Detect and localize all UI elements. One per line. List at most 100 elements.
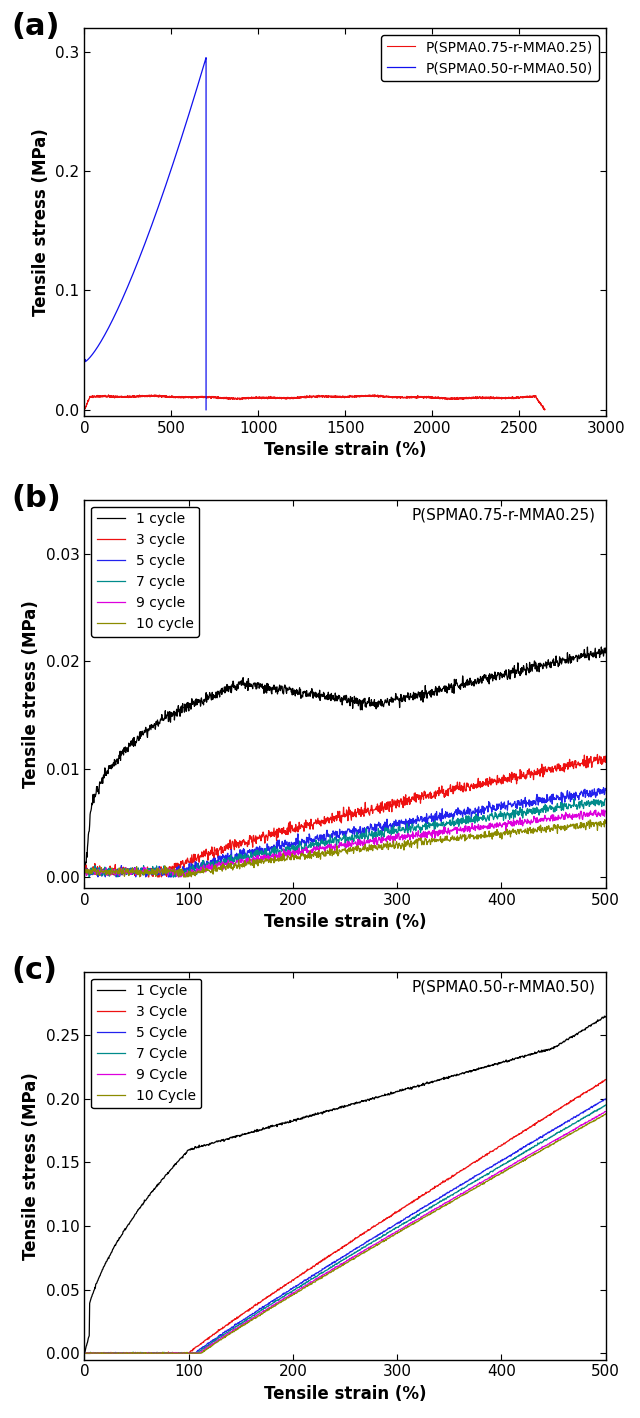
X-axis label: Tensile strain (%): Tensile strain (%) <box>264 1385 426 1402</box>
7 Cycle <box>168 1344 176 1361</box>
9 Cycle <box>150 1344 158 1361</box>
3 Cycle <box>366 1221 374 1238</box>
3 cycle <box>593 746 601 763</box>
7 cycle <box>602 790 609 807</box>
5 cycle <box>600 778 607 795</box>
5 Cycle <box>602 1090 609 1107</box>
Line: 1 Cycle: 1 Cycle <box>84 1017 605 1353</box>
5 Cycle <box>81 1344 88 1361</box>
3 Cycle <box>81 1344 89 1361</box>
7 cycle <box>366 824 374 841</box>
1 Cycle <box>307 1107 314 1124</box>
7 Cycle <box>365 1235 373 1252</box>
9 Cycle <box>366 1239 374 1256</box>
3 Cycle <box>81 1344 88 1361</box>
5 Cycle <box>365 1232 373 1249</box>
P(SPMA0.75-r-MMA0.25) <box>300 389 307 406</box>
1 cycle <box>598 638 605 655</box>
5 cycle <box>94 868 102 885</box>
10 Cycle <box>355 1248 363 1265</box>
P(SPMA0.75-r-MMA0.25) <box>527 389 534 406</box>
X-axis label: Tensile strain (%): Tensile strain (%) <box>264 913 426 932</box>
1 cycle <box>150 718 157 735</box>
Line: 1 cycle: 1 cycle <box>84 647 605 876</box>
9 Cycle <box>81 1344 89 1361</box>
Text: (b): (b) <box>12 485 61 513</box>
5 Cycle <box>256 1300 264 1317</box>
1 Cycle <box>365 1092 373 1109</box>
3 cycle <box>150 864 158 881</box>
P(SPMA0.75-r-MMA0.25) <box>278 390 285 407</box>
10 cycle <box>81 865 88 882</box>
Line: 9 cycle: 9 cycle <box>84 810 605 876</box>
5 cycle <box>602 781 609 798</box>
1 Cycle <box>168 1160 176 1177</box>
Line: 5 Cycle: 5 Cycle <box>84 1099 605 1353</box>
3 cycle <box>366 807 374 824</box>
10 Cycle <box>602 1106 609 1123</box>
7 cycle <box>602 790 609 807</box>
3 cycle <box>145 868 152 885</box>
3 Cycle <box>602 1071 609 1088</box>
Text: P(SPMA0.50-r-MMA0.50): P(SPMA0.50-r-MMA0.50) <box>412 980 595 994</box>
Line: 5 cycle: 5 cycle <box>84 787 605 876</box>
7 Cycle <box>355 1242 362 1259</box>
5 cycle <box>366 821 374 838</box>
Text: (a): (a) <box>12 13 60 41</box>
7 Cycle <box>307 1271 314 1288</box>
Line: 10 cycle: 10 cycle <box>84 820 605 876</box>
10 cycle <box>355 841 363 858</box>
9 Cycle <box>307 1273 315 1290</box>
P(SPMA0.75-r-MMA0.25) <box>541 401 548 418</box>
9 cycle <box>366 831 374 848</box>
7 Cycle <box>602 1096 609 1113</box>
P(SPMA0.75-r-MMA0.25) <box>274 390 282 407</box>
10 cycle <box>601 811 609 828</box>
Legend: P(SPMA0.75-r-MMA0.25), P(SPMA0.50-r-MMA0.50): P(SPMA0.75-r-MMA0.25), P(SPMA0.50-r-MMA0… <box>381 35 599 81</box>
10 Cycle <box>81 1344 89 1361</box>
10 Cycle <box>307 1275 315 1292</box>
10 cycle <box>150 861 157 878</box>
3 cycle <box>81 864 88 881</box>
P(SPMA0.50-r-MMA0.50) <box>131 262 138 279</box>
7 cycle <box>169 862 177 879</box>
7 Cycle <box>150 1344 157 1361</box>
1 Cycle <box>600 1008 608 1025</box>
9 cycle <box>150 864 157 881</box>
9 cycle <box>168 862 176 879</box>
3 Cycle <box>257 1295 264 1312</box>
9 cycle <box>355 837 363 854</box>
5 Cycle <box>355 1238 362 1255</box>
P(SPMA0.50-r-MMA0.50) <box>166 164 174 182</box>
10 Cycle <box>257 1306 264 1323</box>
5 Cycle <box>150 1344 157 1361</box>
9 Cycle <box>257 1305 264 1322</box>
9 cycle <box>598 801 605 818</box>
7 Cycle <box>256 1303 264 1320</box>
P(SPMA0.50-r-MMA0.50) <box>129 265 137 282</box>
7 cycle <box>257 844 264 861</box>
Text: P(SPMA0.75-r-MMA0.25): P(SPMA0.75-r-MMA0.25) <box>412 508 595 522</box>
P(SPMA0.75-r-MMA0.25) <box>81 401 88 418</box>
Line: 3 Cycle: 3 Cycle <box>84 1079 605 1353</box>
1 cycle <box>307 686 314 703</box>
Y-axis label: Tensile stress (MPa): Tensile stress (MPa) <box>32 128 50 316</box>
7 Cycle <box>81 1344 88 1361</box>
1 cycle <box>81 868 88 885</box>
10 Cycle <box>366 1241 374 1258</box>
Line: 10 Cycle: 10 Cycle <box>84 1115 605 1353</box>
Y-axis label: Tensile stress (MPa): Tensile stress (MPa) <box>22 1072 40 1259</box>
7 cycle <box>85 868 93 885</box>
5 cycle <box>355 824 363 841</box>
5 cycle <box>169 865 177 882</box>
Y-axis label: Tensile stress (MPa): Tensile stress (MPa) <box>22 600 40 787</box>
10 cycle <box>366 837 374 854</box>
3 cycle <box>355 804 363 821</box>
1 cycle <box>355 698 362 715</box>
9 Cycle <box>81 1344 88 1361</box>
3 Cycle <box>355 1228 363 1245</box>
9 Cycle <box>602 1103 609 1120</box>
Line: P(SPMA0.50-r-MMA0.50): P(SPMA0.50-r-MMA0.50) <box>84 58 206 410</box>
10 Cycle <box>150 1344 158 1361</box>
P(SPMA0.50-r-MMA0.50) <box>166 163 174 180</box>
